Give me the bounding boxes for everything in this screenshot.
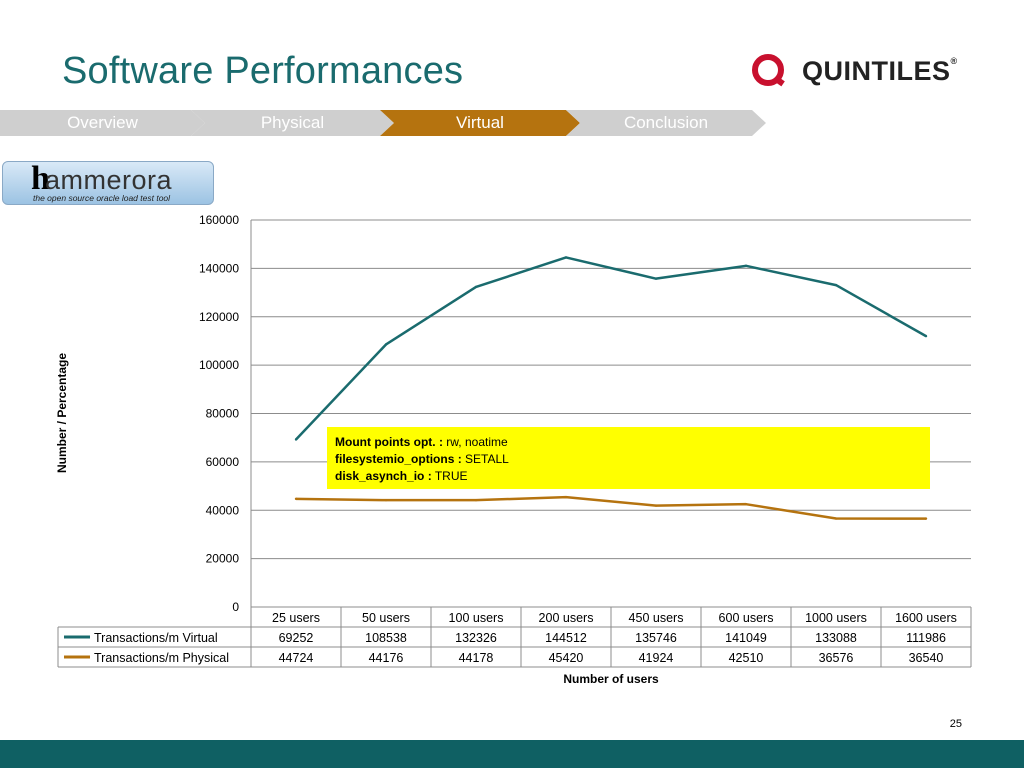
data-point xyxy=(744,264,748,268)
data-table-cell: 42510 xyxy=(729,651,764,665)
legend-entry: Transactions/m Physical xyxy=(94,651,229,665)
x-category-label: 100 users xyxy=(449,611,504,625)
data-point xyxy=(564,495,568,499)
data-point xyxy=(834,283,838,287)
annotation-line-filesystemio: filesystemio_options : SETALL xyxy=(335,452,509,466)
x-category-label: 25 users xyxy=(272,611,320,625)
data-point xyxy=(294,438,298,441)
series-line-virtual xyxy=(295,256,927,441)
y-tick-label: 120000 xyxy=(199,310,239,324)
data-table-cell: 111986 xyxy=(906,631,946,645)
data-table-cell: 44176 xyxy=(369,651,404,665)
data-point xyxy=(384,498,388,502)
x-category-label: 200 users xyxy=(539,611,594,625)
performance-chart: 0 20000 40000 60000 80000 100000 120000 140000 1… xyxy=(57,213,972,668)
y-tick-label: 160000 xyxy=(199,213,239,227)
quintiles-logo-icon xyxy=(752,54,784,86)
data-table-cell: 41924 xyxy=(639,651,674,665)
config-annotation: Mount points opt. : rw, noatime filesyst… xyxy=(327,427,930,489)
tab-virtual[interactable]: Virtual xyxy=(380,110,580,136)
data-point xyxy=(654,277,658,280)
registered-mark: ® xyxy=(950,56,958,66)
data-table-cell: 133088 xyxy=(815,631,857,645)
data-point xyxy=(294,497,298,501)
slide-title: Software Performances xyxy=(62,50,464,92)
x-category-label: 600 users xyxy=(719,611,774,625)
data-point xyxy=(834,517,838,520)
footer-bar xyxy=(0,740,1024,768)
section-nav: Overview Physical Virtual Conclusion xyxy=(0,110,770,138)
legend-entry: Transactions/m Virtual xyxy=(94,631,218,645)
data-point xyxy=(564,256,568,259)
x-category-label: 450 users xyxy=(629,611,684,625)
tab-physical[interactable]: Physical xyxy=(191,110,394,136)
data-point xyxy=(744,502,748,506)
annotation-line-mount: Mount points opt. : rw, noatime xyxy=(335,435,508,449)
y-tick-label: 100000 xyxy=(199,358,239,372)
y-axis-title: Number / Percentage xyxy=(55,352,69,474)
x-category-label: 1600 users xyxy=(895,611,957,625)
data-point xyxy=(924,517,928,520)
data-table-cell: 36540 xyxy=(909,651,944,665)
data-table-cell: 69252 xyxy=(279,631,314,645)
page-number: 25 xyxy=(949,718,962,730)
data-table-cell: 44178 xyxy=(459,651,494,665)
y-tick-label: 60000 xyxy=(206,455,240,469)
y-tick-label: 140000 xyxy=(199,261,239,275)
data-table-cell: 132326 xyxy=(455,631,497,645)
hammerora-tagline: the open source oracle load test tool xyxy=(33,193,171,203)
data-point xyxy=(474,498,478,502)
hammerora-initial: h xyxy=(31,161,50,197)
logo-text: QUINTILES xyxy=(802,56,951,86)
data-point xyxy=(474,285,478,289)
data-point xyxy=(924,334,928,338)
y-tick-label: 40000 xyxy=(206,503,240,517)
data-table-cell: 135746 xyxy=(635,631,677,645)
y-tick-label: 80000 xyxy=(206,407,240,421)
hammerora-word: ammerora xyxy=(45,165,173,195)
hammerora-logo: h ammerora the open source oracle load t… xyxy=(2,161,214,205)
data-table-cell: 44724 xyxy=(279,651,314,665)
data-table-cell: 144512 xyxy=(545,631,587,645)
data-point xyxy=(654,504,658,507)
annotation-line-asynch: disk_asynch_io : TRUE xyxy=(335,469,468,483)
tab-overview[interactable]: Overview xyxy=(0,110,205,136)
x-axis-title: Number of users xyxy=(563,672,659,686)
tab-conclusion[interactable]: Conclusion xyxy=(566,110,766,136)
data-table-cell: 36576 xyxy=(819,651,854,665)
quintiles-logo: QUINTILES® xyxy=(752,54,972,96)
data-table-cell: 141049 xyxy=(725,631,767,645)
data-table-cell: 108538 xyxy=(365,631,407,645)
y-tick-label: 0 xyxy=(232,600,239,614)
y-tick-label: 20000 xyxy=(206,552,240,566)
data-table-cell: 45420 xyxy=(549,651,584,665)
x-category-label: 50 users xyxy=(362,611,410,625)
data-point xyxy=(384,343,388,346)
series-line-physical xyxy=(295,495,927,520)
x-category-label: 1000 users xyxy=(805,611,867,625)
